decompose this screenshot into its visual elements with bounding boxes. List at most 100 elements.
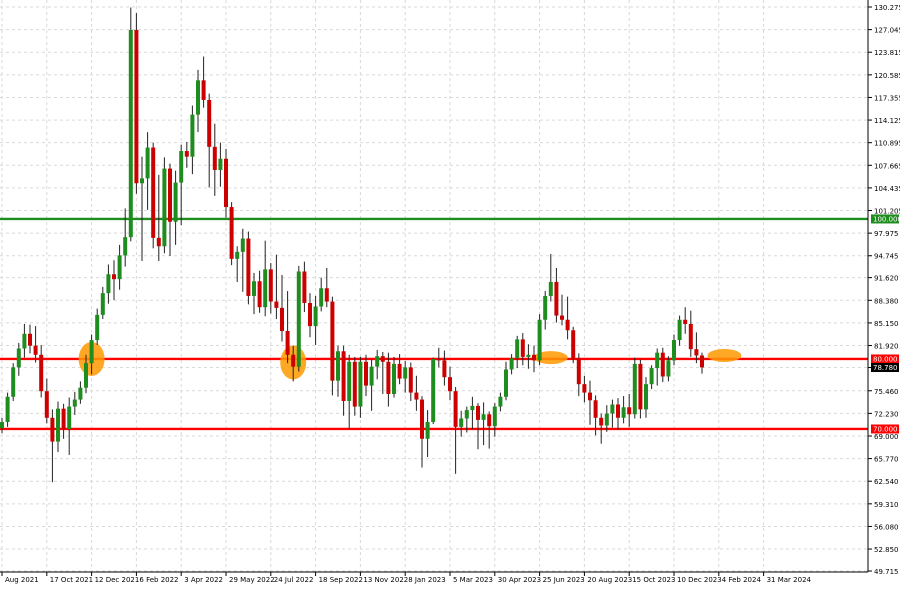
x-tick-label: 17 Oct 2021 (50, 576, 93, 584)
candle-body-up (425, 421, 430, 439)
candle-body-up (464, 410, 469, 419)
candle-body-down (212, 146, 217, 170)
candle-body-up (336, 351, 340, 381)
y-tick-label: 72.230 (874, 410, 899, 418)
candle-body-down (224, 158, 228, 208)
candle-body-up (392, 363, 396, 394)
x-tick-label: 31 Mar 2024 (767, 576, 812, 584)
candle-body-down (588, 392, 592, 401)
candle-body-down (627, 407, 632, 415)
candle-body-down (33, 345, 38, 355)
candle-body-down (453, 391, 458, 427)
candle-body-down (280, 307, 284, 331)
y-tick-label: 104.435 (874, 185, 900, 193)
candle-body-up (509, 358, 514, 370)
x-tick-label: 5 Mar 2023 (453, 576, 493, 584)
highlight-ellipse (707, 348, 742, 362)
candle-body-up (123, 237, 128, 256)
candle-body-down (616, 404, 620, 418)
candle-body-up (72, 399, 77, 407)
candle-body-up (358, 361, 363, 407)
candle-body-down (593, 400, 598, 418)
candle-body-up (313, 306, 318, 327)
candle-body-down (660, 352, 665, 377)
candle-body-down (308, 302, 312, 327)
candle-body-down (694, 349, 699, 356)
x-tick-label: 29 May 2022 (229, 576, 275, 584)
highlight-ellipse (533, 351, 568, 365)
candle-body-down (184, 151, 189, 157)
candle-body-down (520, 339, 525, 357)
candle-body-up (16, 348, 21, 368)
x-tick-label: 12 Dec 2021 (95, 576, 140, 584)
candle-body-up (100, 293, 105, 315)
candle-body-down (420, 399, 424, 439)
last-price-box (871, 363, 899, 373)
candle-body-up (548, 281, 553, 296)
level-label-box (871, 354, 899, 364)
candle-body-down (560, 315, 564, 320)
candle-body-up (22, 333, 27, 349)
candle-body-down (436, 358, 441, 361)
y-tick-label: 75.460 (874, 388, 899, 396)
candle-body-down (352, 361, 357, 407)
x-tick-label: 4 Feb 2024 (722, 576, 762, 584)
y-tick-label: 85.150 (874, 320, 899, 328)
candle-body-down (476, 405, 480, 420)
candle-body-up (196, 80, 200, 115)
y-tick-label: 110.895 (874, 140, 900, 148)
candle-body-up (504, 369, 508, 397)
candle-body-up (537, 319, 542, 361)
candle-body-up (470, 405, 475, 411)
candle-body-up (56, 408, 60, 442)
candle-body-down (683, 319, 688, 324)
candle-body-down (576, 358, 581, 385)
candle-body-down (442, 360, 447, 378)
y-tick-label: 56.080 (874, 523, 899, 531)
candle-body-down (330, 301, 335, 381)
candle-body-down (302, 271, 307, 303)
candle-body-up (515, 339, 520, 359)
axes (0, 0, 869, 573)
candle-body-up (492, 406, 497, 427)
candle-body-up (263, 269, 268, 308)
candle-body-down (532, 354, 536, 361)
candle-body-down (112, 274, 116, 280)
candle-body-down (380, 356, 385, 362)
candle-body-down (39, 354, 44, 392)
candle-body-down (487, 414, 492, 427)
candle-body-down (285, 330, 290, 355)
candle-body-up (235, 251, 240, 259)
candle-body-up (106, 274, 111, 294)
price-labels: 100.000 80.000 70.000 78.780 (871, 214, 900, 434)
candle-body-up (431, 358, 436, 422)
y-tick-label: 88.380 (874, 297, 899, 305)
candle-body-down (565, 319, 570, 331)
x-tick-label: Aug 2021 (5, 576, 39, 584)
candle-body-down (638, 363, 643, 410)
y-tick-label: 52.850 (874, 546, 899, 554)
candle-body-up (672, 340, 676, 361)
candle-body-down (291, 354, 296, 367)
y-tick-label: 123.815 (874, 49, 900, 57)
candle-body-down (61, 408, 66, 429)
candle-body-down (599, 417, 604, 426)
y-tick-label: 91.620 (874, 275, 899, 283)
candle-body-down (246, 238, 251, 296)
x-tick-label: 6 Feb 2022 (139, 576, 178, 584)
y-tick-label: 127.045 (874, 27, 900, 35)
y-tick-label: 114.125 (874, 117, 900, 125)
candle-body-down (571, 330, 576, 359)
candle-body-up (67, 406, 72, 429)
x-tick-label: 8 Jan 2023 (408, 576, 446, 584)
candle-body-up (644, 384, 648, 410)
candle-body-up (11, 367, 16, 397)
y-tick-label: 130.275 (874, 4, 900, 12)
candle-body-up (5, 396, 10, 422)
level-label: 70.000 (873, 425, 898, 433)
candle-body-down (324, 288, 329, 302)
candle-body-down (448, 377, 452, 392)
candle-body-down (257, 281, 262, 308)
level-label-box (871, 424, 899, 434)
